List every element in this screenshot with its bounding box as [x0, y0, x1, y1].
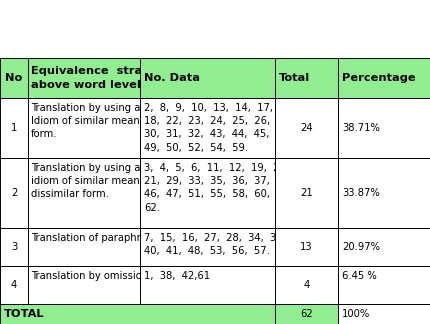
- Bar: [140, 158, 275, 228]
- Text: 13: 13: [300, 242, 313, 252]
- Text: No: No: [5, 73, 23, 83]
- Bar: [0, 158, 28, 228]
- Bar: [0, 304, 275, 324]
- Text: 24: 24: [300, 123, 313, 133]
- Text: Equivalence  strategies  at
above word level: Equivalence strategies at above word lev…: [31, 66, 203, 90]
- Text: 2,  8,  9,  10,  13,  14,  17,
18,  22,  23,  24,  25,  26,
30,  31,  32,  43,  : 2, 8, 9, 10, 13, 14, 17, 18, 22, 23, 24,…: [144, 103, 273, 153]
- Bar: [0, 58, 28, 98]
- Bar: [0, 228, 28, 266]
- Bar: [28, 58, 140, 98]
- Text: TOTAL: TOTAL: [4, 309, 44, 319]
- Bar: [338, 266, 430, 304]
- Bar: [140, 98, 275, 158]
- Bar: [0, 266, 28, 304]
- Bar: [275, 98, 338, 158]
- Bar: [338, 304, 430, 324]
- Bar: [28, 98, 140, 158]
- Text: 38.71%: 38.71%: [342, 123, 380, 133]
- Bar: [28, 158, 140, 228]
- Text: No. Data: No. Data: [144, 73, 200, 83]
- Bar: [28, 266, 140, 304]
- Text: Translation by omission.: Translation by omission.: [31, 271, 151, 281]
- Text: 62: 62: [300, 309, 313, 319]
- Bar: [338, 228, 430, 266]
- Bar: [338, 58, 430, 98]
- Text: 1: 1: [11, 123, 17, 133]
- Bar: [140, 58, 275, 98]
- Bar: [338, 158, 430, 228]
- Bar: [275, 304, 338, 324]
- Text: Total: Total: [279, 73, 310, 83]
- Bar: [275, 58, 338, 98]
- Text: 1,  38,  42,61: 1, 38, 42,61: [144, 271, 210, 281]
- Bar: [338, 98, 430, 158]
- Bar: [140, 228, 275, 266]
- Bar: [275, 158, 338, 228]
- Bar: [275, 266, 338, 304]
- Text: 20.97%: 20.97%: [342, 242, 380, 252]
- Text: Percentage: Percentage: [342, 73, 416, 83]
- Bar: [28, 228, 140, 266]
- Text: 100%: 100%: [342, 309, 370, 319]
- Text: 21: 21: [300, 188, 313, 198]
- Text: 4: 4: [304, 280, 310, 290]
- Bar: [140, 266, 275, 304]
- Text: 4: 4: [11, 280, 17, 290]
- Text: 33.87%: 33.87%: [342, 188, 380, 198]
- Text: Translation by using an
Idiom of similar meaning and
form.: Translation by using an Idiom of similar…: [31, 103, 177, 139]
- Text: 6.45 %: 6.45 %: [342, 271, 377, 281]
- Text: Translation of paraphrase.: Translation of paraphrase.: [31, 233, 162, 243]
- Text: Translation by using an
idiom of similar meaning but
dissimilar form.: Translation by using an idiom of similar…: [31, 163, 175, 199]
- Bar: [0, 98, 28, 158]
- Text: 3,  4,  5,  6,  11,  12,  19,  20,
21,  29,  33,  35,  36,  37,
46,  47,  51,  5: 3, 4, 5, 6, 11, 12, 19, 20, 21, 29, 33, …: [144, 163, 289, 213]
- Bar: [275, 228, 338, 266]
- Text: 3: 3: [11, 242, 17, 252]
- Text: 7,  15,  16,  27,  28,  34,  39,
40,  41,  48,  53,  56,  57.: 7, 15, 16, 27, 28, 34, 39, 40, 41, 48, 5…: [144, 233, 286, 256]
- Text: 2: 2: [11, 188, 17, 198]
